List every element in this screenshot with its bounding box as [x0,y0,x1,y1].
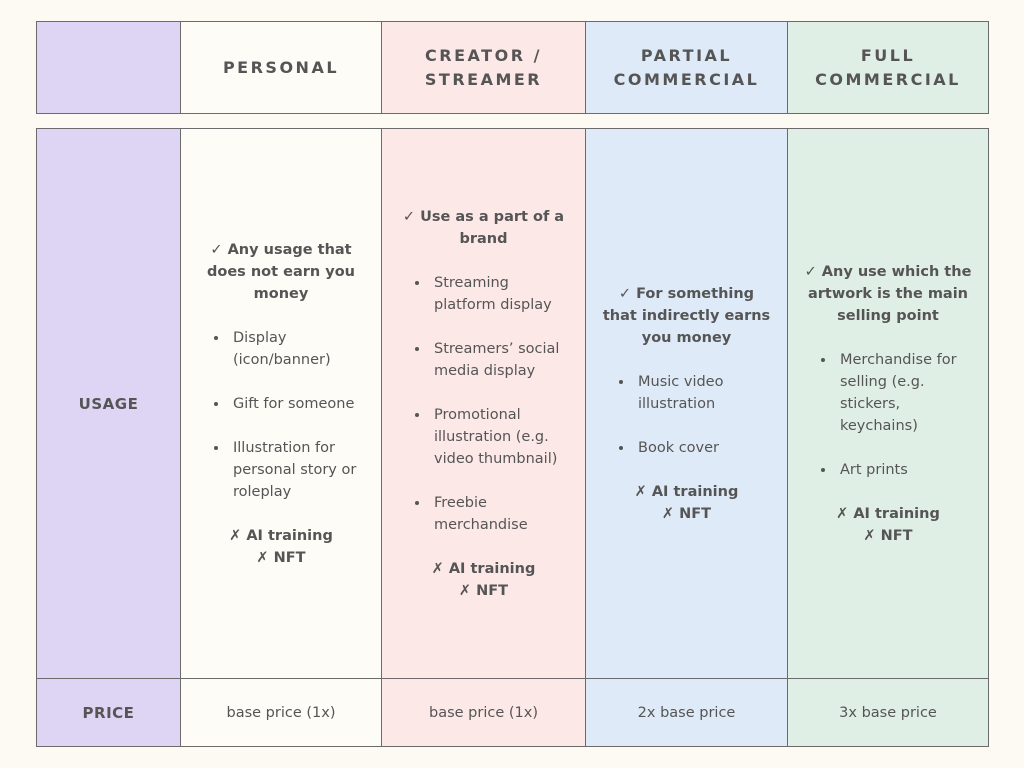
row-label: PRICE [36,678,181,747]
column-header: PARTIAL COMMERCIAL [585,21,788,114]
usage-cell: ✓ Use as a part of a brand Streaming plat… [381,128,586,679]
usage-cell: ✓ Any usage that does not earn you money… [180,128,382,679]
forbidden-text: ✗ AI training [229,527,333,544]
price-cell: 2x base price [585,678,788,747]
usage-item: Display (icon/banner) [229,327,367,371]
usage-list: Music video illustration Book cover [600,371,773,459]
forbidden-text: ✗ NFT [458,582,509,599]
column-header: CREATOR / STREAMER [381,21,586,114]
price-cell: base price (1x) [180,678,382,747]
allowed-text: ✓ Any usage that does not earn you money [207,241,355,302]
usage-list: Display (icon/banner) Gift for someone Ill… [195,327,367,503]
header-corner [36,21,181,114]
usage-list: Streaming platform display Streamers’ soc… [396,272,571,536]
forbidden-text: ✗ AI training [836,505,940,522]
price-cell: 3x base price [787,678,989,747]
usage-item: Streamers’ social media display [430,338,571,382]
usage-item: Merchandise for selling (e.g. stickers, … [836,349,974,437]
allowed-text: ✓ For something that indirectly earns yo… [602,285,771,346]
usage-cell: ✓ Any use which the artwork is the main … [787,128,989,679]
column-header: PERSONAL [180,21,382,114]
usage-list: Merchandise for selling (e.g. stickers, … [802,349,974,481]
usage-cell: ✓ For something that indirectly earns yo… [585,128,788,679]
forbidden-text: ✗ NFT [863,527,913,544]
allowed-text: ✓ Use as a part of a brand [402,208,565,247]
forbidden-text: ✗ NFT [661,505,712,522]
price-cell: base price (1x) [381,678,586,747]
usage-item: Gift for someone [229,393,367,415]
usage-item: Music video illustration [634,371,773,415]
usage-item: Art prints [836,459,974,481]
column-header: FULL COMMERCIAL [787,21,989,114]
usage-item: Book cover [634,437,773,459]
forbidden-text: ✗ AI training [634,483,739,500]
usage-item: Streaming platform display [430,272,571,316]
forbidden-text: ✗ AI training [431,560,536,577]
usage-item: Illustration for personal story or rolep… [229,437,367,503]
usage-item: Promotional illustration (e.g. video thu… [430,404,571,470]
usage-item: Freebie merchandise [430,492,571,536]
forbidden-text: ✗ NFT [256,549,306,566]
row-label: USAGE [36,128,181,679]
allowed-text: ✓ Any use which the artwork is the main … [804,263,972,324]
